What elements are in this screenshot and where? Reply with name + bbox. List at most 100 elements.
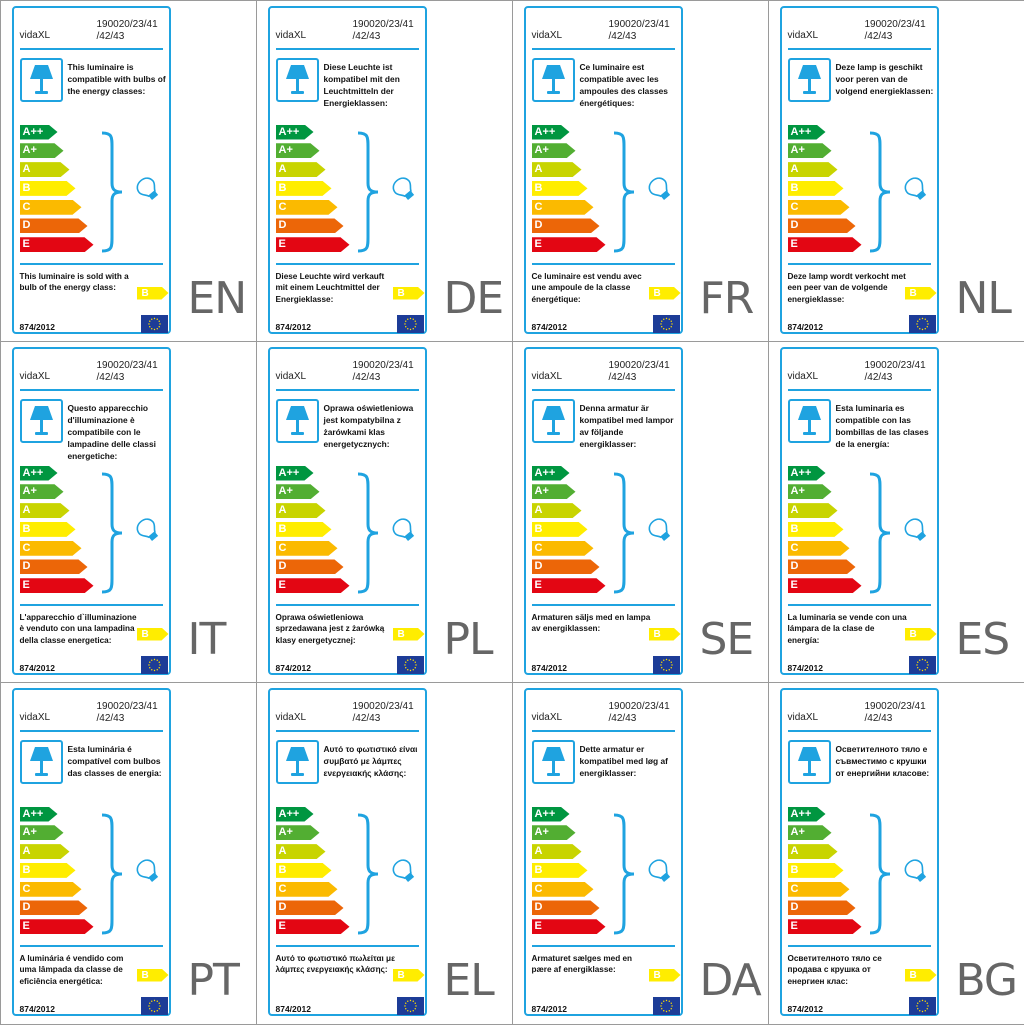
energy-class-bar-1: A+ xyxy=(276,484,320,499)
divider xyxy=(532,389,675,391)
energy-class-bar-0: A++ xyxy=(788,466,826,481)
bulb-class-badge: B xyxy=(649,628,681,641)
divider xyxy=(276,945,419,947)
table-lamp-icon xyxy=(788,58,831,102)
divider xyxy=(532,945,675,947)
language-code: PT xyxy=(188,955,239,1006)
energy-class-label: E xyxy=(23,238,30,250)
light-bulb-icon xyxy=(136,176,160,202)
energy-class-bar-6: E xyxy=(788,237,862,252)
energy-class-label: B xyxy=(279,523,287,535)
brace-icon xyxy=(356,813,380,935)
energy-class-bar-3: B xyxy=(532,522,588,537)
product-code-line1: 190020/23/41 xyxy=(353,360,414,372)
energy-class-label: A+ xyxy=(791,826,805,838)
energy-class-bar-0: A++ xyxy=(788,807,826,822)
product-code-line1: 190020/23/41 xyxy=(353,701,414,713)
product-code: 190020/23/41 /42/43 xyxy=(609,19,670,43)
energy-label-card: vidaXL 190020/23/41 /42/43 Esta luminari… xyxy=(780,347,939,675)
energy-class-label: A++ xyxy=(791,467,812,479)
energy-label-card: vidaXL 190020/23/41 /42/43 Oprawa oświet… xyxy=(268,347,427,675)
energy-class-bar-3: B xyxy=(788,863,844,878)
energy-class-bar-3: B xyxy=(276,522,332,537)
energy-class-label: C xyxy=(791,883,799,895)
divider xyxy=(276,730,419,732)
energy-class-bar-1: A+ xyxy=(532,143,576,158)
energy-class-bar-0: A++ xyxy=(20,807,58,822)
product-code-line2: /42/43 xyxy=(97,713,158,725)
energy-class-label: E xyxy=(23,579,30,591)
energy-label-cell: vidaXL 190020/23/41 /42/43 Questo appare… xyxy=(0,341,257,683)
divider xyxy=(276,389,419,391)
light-bulb-icon xyxy=(392,858,416,884)
energy-class-label: A++ xyxy=(791,126,812,138)
energy-class-bar-2: A xyxy=(20,503,70,518)
energy-class-bar-5: D xyxy=(532,900,600,915)
energy-class-bar-0: A++ xyxy=(276,466,314,481)
sold-with-text: Armaturet sælges med en pære af energikl… xyxy=(532,953,652,976)
brand-name: vidaXL xyxy=(788,371,819,382)
bulb-class-badge: B xyxy=(393,628,425,641)
table-lamp-icon xyxy=(276,399,319,443)
energy-label-card: vidaXL 190020/23/41 /42/43 Αυτό το φωτισ… xyxy=(268,688,427,1016)
compatibility-text: Questo apparecchio d'illuminazione è com… xyxy=(68,402,168,462)
product-code: 190020/23/41 /42/43 xyxy=(609,701,670,725)
table-lamp-icon xyxy=(276,58,319,102)
language-code: BG xyxy=(956,955,1018,1006)
energy-class-bar-1: A+ xyxy=(276,825,320,840)
product-code: 190020/23/41 /42/43 xyxy=(353,701,414,725)
product-code-line2: /42/43 xyxy=(609,31,670,43)
energy-class-bar-4: C xyxy=(788,200,850,215)
energy-class-bar-2: A xyxy=(20,162,70,177)
table-lamp-icon xyxy=(788,740,831,784)
divider xyxy=(788,48,931,50)
energy-class-label: A xyxy=(791,163,799,175)
energy-class-label: A xyxy=(23,845,31,857)
eu-flag-icon xyxy=(909,997,936,1015)
divider xyxy=(532,48,675,50)
energy-class-bar-5: D xyxy=(788,559,856,574)
energy-class-label: A++ xyxy=(23,467,44,479)
energy-label-cell: vidaXL 190020/23/41 /42/43 Deze lamp is … xyxy=(768,0,1024,342)
energy-class-bar-6: E xyxy=(20,919,94,934)
energy-class-label: D xyxy=(535,560,543,572)
language-code: IT xyxy=(188,614,226,665)
language-code: FR xyxy=(700,273,754,324)
energy-class-label: A+ xyxy=(279,826,293,838)
compatibility-text: Denna armatur är kompatibel med lampor a… xyxy=(580,402,680,450)
energy-class-label: D xyxy=(23,901,31,913)
product-code-line2: /42/43 xyxy=(353,372,414,384)
divider xyxy=(788,604,931,606)
energy-class-label: C xyxy=(535,201,543,213)
bulb-class-badge: B xyxy=(649,287,681,300)
energy-class-bar-3: B xyxy=(276,863,332,878)
sold-with-text: L'apparecchio d`illuminazione è venduto … xyxy=(20,612,140,647)
product-code-line1: 190020/23/41 xyxy=(97,19,158,31)
energy-class-bar-0: A++ xyxy=(20,125,58,140)
product-code: 190020/23/41 /42/43 xyxy=(353,360,414,384)
product-code: 190020/23/41 /42/43 xyxy=(97,360,158,384)
energy-class-bar-6: E xyxy=(276,919,350,934)
energy-class-bar-4: C xyxy=(532,882,594,897)
energy-class-label: B xyxy=(535,182,543,194)
energy-class-label: D xyxy=(23,219,31,231)
brand-name: vidaXL xyxy=(788,712,819,723)
energy-class-bar-3: B xyxy=(20,181,76,196)
energy-class-bar-2: A xyxy=(532,844,582,859)
energy-class-bar-6: E xyxy=(788,578,862,593)
product-code-line2: /42/43 xyxy=(865,713,926,725)
brand-name: vidaXL xyxy=(276,371,307,382)
energy-class-bar-5: D xyxy=(276,218,344,233)
product-code-line1: 190020/23/41 xyxy=(865,701,926,713)
energy-class-label: A++ xyxy=(535,467,556,479)
energy-class-bar-2: A xyxy=(276,162,326,177)
energy-class-bar-5: D xyxy=(788,900,856,915)
brand-name: vidaXL xyxy=(788,30,819,41)
energy-class-label: E xyxy=(279,579,286,591)
compatibility-text: Oprawa oświetleniowa jest kompatybilna z… xyxy=(324,402,424,450)
product-code-line1: 190020/23/41 xyxy=(865,360,926,372)
brace-icon xyxy=(868,131,892,253)
